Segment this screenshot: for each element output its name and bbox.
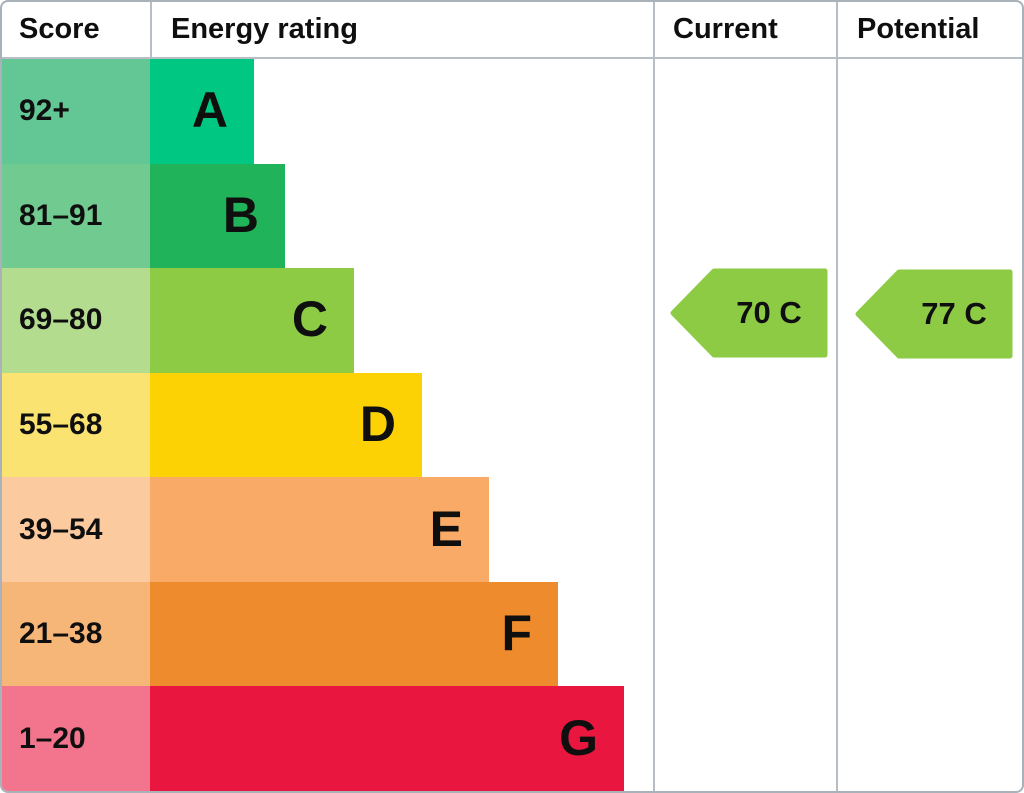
- rating-letter: E: [429, 500, 463, 557]
- score-cell: 39–54: [2, 477, 150, 582]
- potential-rating-arrow: 77 C: [855, 269, 1013, 359]
- band-row-d: 55–68 D: [2, 372, 1022, 478]
- rating-bar: F: [150, 581, 558, 687]
- score-cell: 1–20: [2, 686, 150, 791]
- band-row-a: 92+ A: [2, 59, 1022, 164]
- band-row-e: 39–54 E: [2, 477, 1022, 582]
- header-score-label: Score: [2, 2, 152, 57]
- bar-area: A: [150, 59, 1022, 164]
- bar-area: C: [150, 268, 1022, 373]
- score-cell: 92+: [2, 59, 150, 164]
- score-cell: 81–91: [2, 163, 150, 269]
- band-row-g: 1–20 G: [2, 686, 1022, 791]
- bar-area: E: [150, 477, 1022, 582]
- header-current-label: Current: [673, 13, 778, 45]
- rating-bar: C: [150, 268, 354, 373]
- header-row: Score Energy rating Current Potential: [2, 2, 1022, 59]
- rating-bar: B: [150, 163, 285, 269]
- potential-value-label: 77 C: [921, 296, 987, 331]
- score-cell: 69–80: [2, 268, 150, 373]
- current-value-label: 70 C: [736, 295, 802, 330]
- header-potential-label: Potential: [857, 13, 980, 45]
- score-cell: 55–68: [2, 372, 150, 478]
- rating-bar: A: [150, 59, 254, 164]
- band-rows: 92+ A 81–91 B 69–80 C 55–6: [2, 59, 1022, 791]
- rating-letter: C: [291, 291, 328, 348]
- header-energy-rating-label: Energy rating: [171, 13, 358, 45]
- left-arrow-icon: [855, 269, 1013, 359]
- rating-letter: G: [559, 709, 598, 766]
- rating-bar: E: [150, 477, 489, 582]
- band-row-b: 81–91 B: [2, 163, 1022, 269]
- left-arrow-icon: [670, 268, 828, 358]
- bar-area: G: [150, 686, 1022, 791]
- band-row-f: 21–38 F: [2, 581, 1022, 687]
- rating-bar: G: [150, 686, 624, 791]
- rating-letter: F: [501, 605, 532, 662]
- bar-area: F: [150, 581, 1022, 687]
- rating-letter: A: [191, 82, 228, 139]
- current-column-divider: [653, 2, 655, 791]
- bar-area: B: [150, 163, 1022, 269]
- current-rating-arrow: 70 C: [670, 268, 828, 358]
- score-cell: 21–38: [2, 581, 150, 687]
- rating-bar: D: [150, 372, 422, 478]
- rating-letter: B: [222, 186, 259, 243]
- rating-letter: D: [359, 396, 396, 453]
- potential-column-divider: [836, 2, 838, 791]
- bar-area: D: [150, 372, 1022, 478]
- band-row-c: 69–80 C: [2, 268, 1022, 373]
